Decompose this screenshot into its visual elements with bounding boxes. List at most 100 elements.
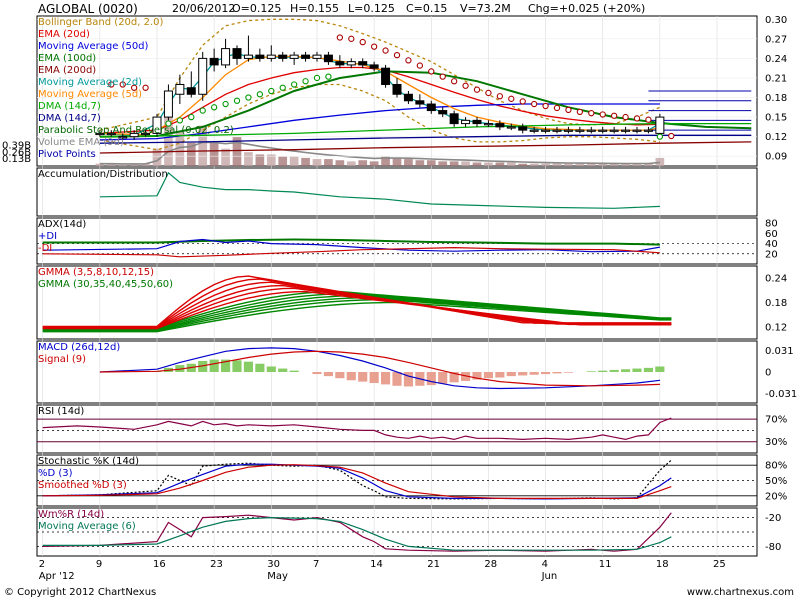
x-tick-label: 30 bbox=[267, 559, 280, 570]
macd-histogram-bar bbox=[438, 372, 448, 384]
gmma-legend-item-0: GMMA (3,5,8,10,12,15) bbox=[38, 267, 154, 278]
macd-histogram-bar bbox=[643, 367, 653, 372]
volume-bar bbox=[644, 163, 653, 166]
candle-body bbox=[403, 93, 413, 102]
macd-histogram-bar bbox=[198, 360, 208, 372]
psar-dot bbox=[210, 104, 218, 111]
candle-body bbox=[643, 129, 653, 132]
volume-bar bbox=[232, 137, 242, 166]
volume-bar bbox=[278, 156, 288, 166]
price-legend-item-10: Volume EMA (9d) bbox=[38, 137, 124, 148]
x-tick-label: 18 bbox=[656, 559, 669, 570]
psar-dot bbox=[268, 87, 275, 95]
williams-y-tick: -80 bbox=[765, 542, 781, 553]
psar-dot bbox=[279, 84, 286, 91]
psar-dot bbox=[233, 97, 241, 104]
stochastic-legend-item-0: Stochastic %K (14d) bbox=[38, 456, 140, 467]
macd-histogram-bar bbox=[232, 360, 242, 372]
macd-histogram-bar bbox=[632, 368, 642, 372]
volume-bar bbox=[369, 161, 379, 166]
psar-dot bbox=[668, 132, 675, 140]
psar-dot bbox=[348, 35, 355, 42]
price-legend-item-0: Bollinger Band (20d, 2.0) bbox=[38, 17, 164, 28]
volume-bar bbox=[506, 162, 516, 166]
psar-dot bbox=[610, 112, 618, 119]
psar-dot bbox=[416, 62, 424, 69]
psar-dot bbox=[633, 115, 641, 122]
stochastic-y-tick: 20% bbox=[765, 491, 787, 502]
rsi-panel-frame bbox=[36, 404, 758, 454]
psar-dot bbox=[496, 93, 504, 100]
candle-body bbox=[221, 48, 231, 66]
candle-body bbox=[506, 126, 516, 129]
stochastic-legend-item-1: %D (3) bbox=[38, 468, 73, 479]
accumulation-legend-title: Accumulation/Distribution bbox=[38, 169, 168, 180]
psar-dot bbox=[462, 82, 469, 89]
candle-body bbox=[438, 110, 448, 115]
volume-bar bbox=[106, 163, 116, 166]
psar-dot bbox=[313, 74, 321, 82]
price-legend-item-9: Parabolic Stop And Reversal (0.02, 0.2) bbox=[38, 125, 234, 136]
macd-histogram-bar bbox=[323, 372, 333, 377]
volume-y-tick: 0.39B bbox=[2, 141, 31, 152]
macd-histogram-bar bbox=[255, 363, 265, 372]
candle-body bbox=[495, 123, 505, 128]
williams-legend-item-0: Wm%R (14d) bbox=[38, 509, 105, 520]
quote-low: L=0.125 bbox=[348, 2, 395, 15]
site-link[interactable]: www.chartnexus.com bbox=[686, 587, 794, 598]
psar-dot bbox=[565, 106, 572, 114]
volume-bar bbox=[472, 162, 482, 166]
price-series-ma50 bbox=[99, 103, 660, 141]
gmma-y-tick: 0.12 bbox=[765, 322, 787, 333]
psar-dot bbox=[256, 91, 264, 98]
williams-y-tick: -20 bbox=[765, 513, 781, 524]
x-tick-label: 21 bbox=[427, 559, 440, 570]
macd-histogram-bar bbox=[426, 372, 436, 386]
candle-body bbox=[232, 48, 242, 59]
price-y-tick: 0.21 bbox=[765, 73, 787, 84]
volume-bar bbox=[198, 125, 208, 166]
volume-bar bbox=[495, 162, 505, 166]
psar-dot bbox=[188, 113, 195, 121]
psar-dot bbox=[370, 43, 378, 50]
x-tick-label: 9 bbox=[96, 559, 102, 570]
psar-dot bbox=[656, 133, 664, 140]
candle-body bbox=[255, 54, 265, 59]
psar-dot bbox=[142, 84, 149, 91]
candle-body bbox=[243, 54, 253, 59]
candle-body bbox=[575, 129, 585, 132]
macd-series-1 bbox=[99, 350, 660, 387]
psar-dot bbox=[359, 38, 366, 46]
x-tick-label: 14 bbox=[370, 559, 383, 570]
volume-bar bbox=[255, 154, 265, 166]
volume-bar bbox=[449, 161, 459, 166]
volume-bar bbox=[541, 163, 550, 166]
volume-bar bbox=[404, 159, 413, 166]
x-tick-label: 2 bbox=[39, 559, 45, 570]
macd-histogram-bar bbox=[655, 366, 665, 372]
gmma-y-tick: 0.24 bbox=[765, 274, 787, 285]
rsi-y-tick: 30% bbox=[765, 437, 787, 448]
price-legend-item-11: Pivot Points bbox=[38, 149, 96, 160]
price-legend-item-7: DMA (14d,7) bbox=[38, 101, 101, 112]
gmma-short-5 bbox=[42, 290, 672, 330]
x-tick-label: 28 bbox=[484, 559, 497, 570]
macd-histogram-bar bbox=[289, 370, 299, 372]
psar-dot bbox=[405, 57, 412, 64]
adx-legend-item-1: +DI bbox=[38, 231, 58, 242]
macd-histogram-bar bbox=[335, 372, 345, 379]
psar-dot bbox=[599, 111, 606, 118]
candle-body bbox=[541, 129, 551, 132]
volume-bar bbox=[335, 160, 345, 166]
psar-dot bbox=[325, 73, 332, 80]
macd-legend-item-0: MACD (26d,12d) bbox=[38, 342, 121, 353]
price-legend-item-8: DMA (14d,7) bbox=[38, 113, 101, 124]
x-tick-label: 4 bbox=[542, 559, 548, 570]
candle-body bbox=[141, 132, 151, 136]
macd-histogram-bar bbox=[175, 365, 185, 372]
price-legend-item-5: Moving Average (2d) bbox=[38, 77, 143, 88]
volume-bar bbox=[221, 148, 230, 166]
volume-bar bbox=[95, 163, 105, 166]
volume-bar bbox=[586, 163, 596, 166]
price-y-tick: 0.18 bbox=[765, 93, 787, 104]
